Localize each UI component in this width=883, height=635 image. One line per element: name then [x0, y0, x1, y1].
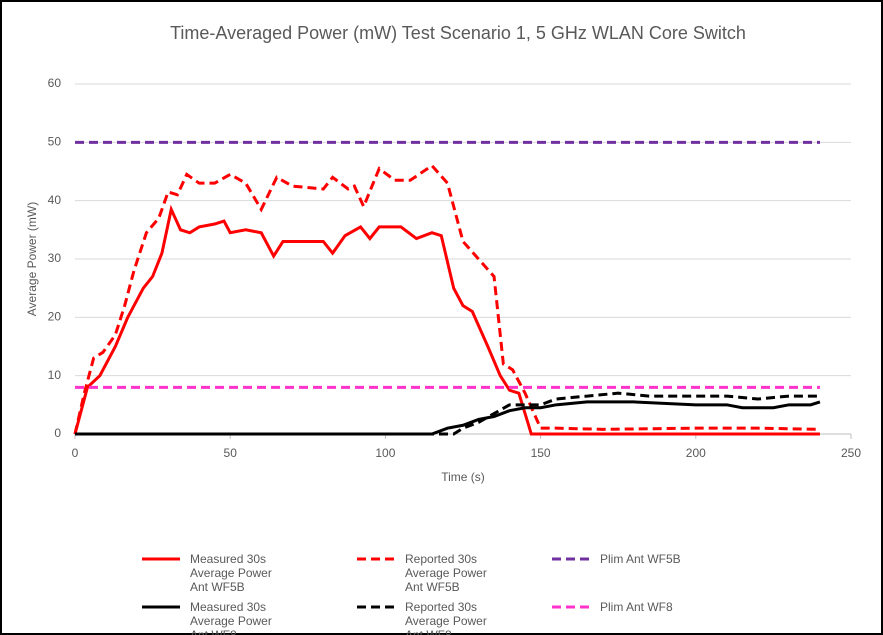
series-line [73, 204, 820, 436]
legend-entry: Measured 30s Average Power Ant WF5B [140, 552, 355, 594]
series-line [75, 400, 821, 436]
legend-label: Measured 30s Average Power Ant WF5B [190, 552, 272, 594]
x-tick-label: 100 [375, 446, 395, 460]
y-tick-label: 60 [48, 76, 62, 90]
legend-swatch [142, 605, 180, 609]
legend-entry: Plim Ant WF8 [550, 600, 750, 635]
legend-entry: Reported 30s Average Power Ant WF5B [355, 552, 550, 594]
x-tick-label: 250 [841, 446, 861, 460]
legend: Measured 30s Average Power Ant WF5B Repor… [140, 552, 780, 635]
legend-swatch [552, 557, 590, 561]
x-tick-label: 0 [72, 446, 79, 460]
legend-label: Plim Ant WF5B [600, 552, 681, 566]
y-tick-label: 50 [48, 135, 62, 149]
y-axis-label: Average Power (mW) [25, 202, 39, 316]
legend-label: Reported 30s Average Power Ant WF5B [405, 552, 487, 594]
legend-swatch [357, 605, 395, 609]
y-tick-label: 0 [54, 426, 61, 440]
y-tick-label: 20 [48, 310, 62, 324]
legend-label: Plim Ant WF8 [600, 600, 673, 614]
y-tick-label: 40 [48, 193, 62, 207]
legend-entry: Reported 30s Average Power Ant WF8 [355, 600, 550, 635]
legend-entry: Plim Ant WF5B [550, 552, 750, 594]
legend-label: Measured 30s Average Power Ant WF8 [190, 600, 272, 635]
x-tick-label: 150 [531, 446, 551, 460]
y-tick-label: 30 [48, 251, 62, 265]
legend-swatch [552, 605, 590, 609]
legend-swatch [357, 557, 395, 561]
legend-entry: Measured 30s Average Power Ant WF8 [140, 600, 355, 635]
x-tick-label: 50 [224, 446, 238, 460]
x-tick-label: 200 [686, 446, 706, 460]
x-axis-label: Time (s) [441, 470, 485, 484]
chart-title: Time-Averaged Power (mW) Test Scenario 1… [170, 23, 746, 43]
series-line [73, 163, 820, 435]
legend-label: Reported 30s Average Power Ant WF8 [405, 600, 487, 635]
series-line [75, 391, 820, 436]
y-tick-label: 10 [48, 368, 62, 382]
legend-swatch [142, 557, 180, 561]
